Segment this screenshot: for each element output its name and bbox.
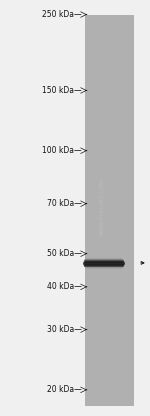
Text: 30 kDa—: 30 kDa— — [47, 325, 82, 334]
Text: 150 kDa—: 150 kDa— — [42, 86, 82, 95]
Bar — [85, 15, 134, 406]
Text: 70 kDa—: 70 kDa— — [47, 199, 82, 208]
Text: 20 kDa—: 20 kDa— — [47, 385, 82, 394]
Text: 50 kDa—: 50 kDa— — [47, 249, 82, 258]
Text: 100 kDa—: 100 kDa— — [42, 146, 82, 155]
Text: WWW.PTGLABC.COM: WWW.PTGLABC.COM — [99, 180, 105, 236]
Text: 250 kDa—: 250 kDa— — [42, 10, 82, 19]
Text: 40 kDa—: 40 kDa— — [47, 282, 82, 291]
